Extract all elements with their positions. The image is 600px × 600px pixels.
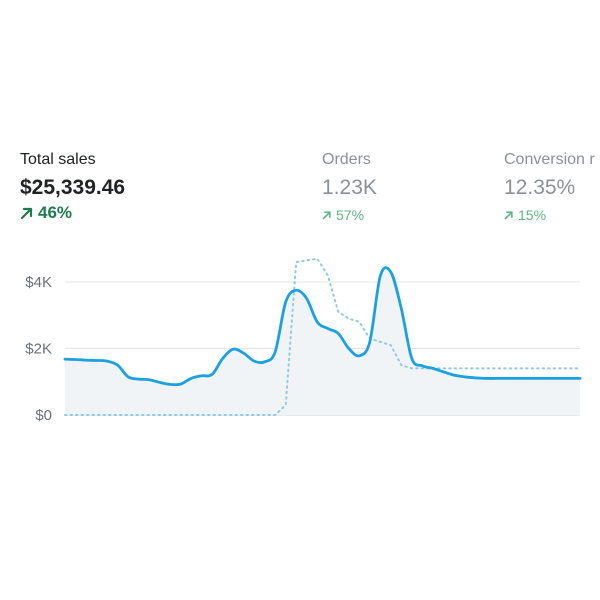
arrow-up-right-icon [20, 207, 33, 220]
metric-change: 15% [504, 204, 595, 226]
sales-series-line [63, 266, 582, 387]
y-tick-label: $2K [25, 341, 52, 358]
comparison-series-line [64, 257, 581, 416]
metric-conversion[interactable]: Conversion r 12.35% 15% [504, 150, 595, 226]
metric-value: 12.35% [504, 176, 576, 199]
metric-value: 1.23K [322, 176, 377, 199]
metrics-row: Total sales $25,339.46 46% Orders 1.23K … [20, 150, 600, 230]
sales-line-chart[interactable]: $4K $2K $0 [0, 240, 600, 440]
series-area [65, 267, 580, 415]
y-tick-label: $0 [35, 407, 52, 424]
metric-label: Orders [322, 151, 371, 168]
chart-y-ticks: $4K $2K $0 [25, 274, 52, 424]
metric-total-sales[interactable]: Total sales $25,339.46 46% [20, 150, 125, 224]
metric-change: 57% [322, 204, 377, 226]
metric-change: 46% [20, 202, 125, 224]
y-tick-label: $4K [25, 274, 52, 291]
arrow-up-right-icon [322, 211, 331, 220]
metric-change-value: 46% [38, 203, 73, 222]
metric-orders[interactable]: Orders 1.23K 57% [322, 150, 377, 226]
metric-label: Total sales [20, 151, 96, 168]
metric-change-value: 15% [518, 207, 547, 223]
chart-series [63, 257, 582, 416]
metric-value: $25,339.46 [20, 176, 126, 199]
metric-label: Conversion r [504, 151, 595, 168]
arrow-up-right-icon [504, 211, 513, 220]
metric-change-value: 57% [336, 207, 365, 223]
